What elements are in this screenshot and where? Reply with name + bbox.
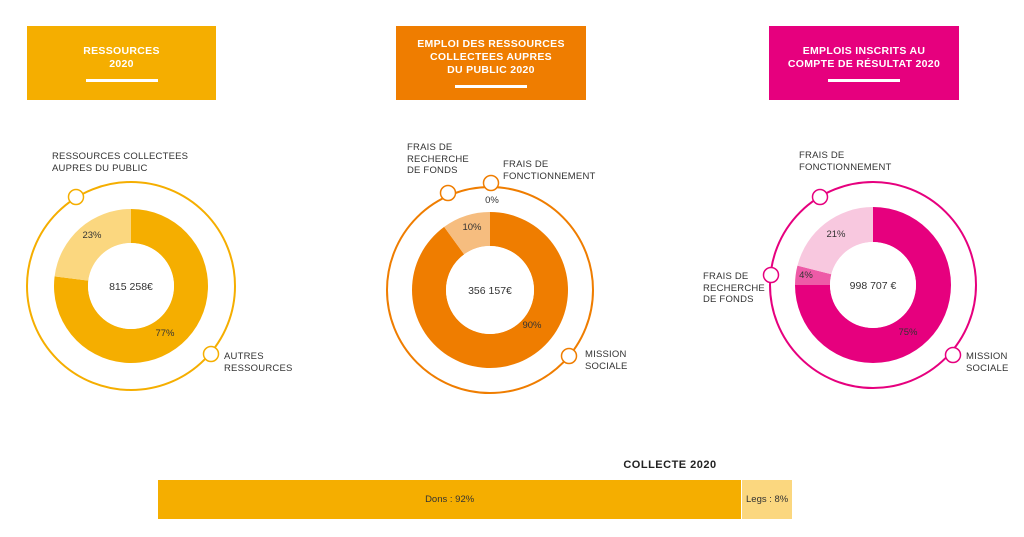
header-emploi-underline <box>455 85 527 88</box>
ring-marker-2-0 <box>811 188 829 206</box>
label-autres-ressources: AUTRES RESSOURCES <box>224 351 293 374</box>
label-frais-recherche-3: FRAIS DE RECHERCHE DE FONDS <box>703 271 765 305</box>
header-ressources-title: RESSOURCES 2020 <box>83 44 160 70</box>
label-frais-fonctionnement-2: FRAIS DE FONCTIONNEMENT <box>503 159 596 182</box>
ring-marker-2-1 <box>762 266 780 284</box>
slice-label-1-2: 0% <box>485 195 499 206</box>
label-mission-sociale-2: MISSION SOCIALE <box>585 349 628 372</box>
label-ressources-collectees: RESSOURCES COLLECTEES AUPRES DU PUBLIC <box>52 151 189 174</box>
label-mission-sociale-3: MISSION SOCIALE <box>966 351 1009 374</box>
ring-marker-0-0 <box>67 188 85 206</box>
donut-hole-2 <box>830 242 916 328</box>
donut-1: 356 157€ 90% 10% 0% <box>386 174 594 394</box>
ring-marker-0-1 <box>202 345 220 363</box>
header-ressources-underline <box>85 78 158 82</box>
slice-2-0 <box>795 207 951 363</box>
header-emploi-title: EMPLOI DES RESSOURCES COLLECTEES AUPRES … <box>417 38 565 76</box>
ring-marker-2-2 <box>944 346 962 364</box>
header-compte-underline <box>828 78 900 82</box>
donut-0: 815 258€ 77% 23% <box>26 181 236 391</box>
label-frais-fonctionnement-3: FRAIS DE FONCTIONNEMENT <box>799 150 892 173</box>
total-label-1: 356 157€ <box>468 285 512 297</box>
donut-2: 998 707 € 75% 4% 21% <box>762 181 977 389</box>
donut-hole-0 <box>88 243 174 329</box>
total-label-0: 815 258€ <box>109 281 153 293</box>
ring-marker-1-0 <box>439 184 457 202</box>
slice-label-1-0: 90% <box>522 320 542 331</box>
header-emploi: EMPLOI DES RESSOURCES COLLECTEES AUPRES … <box>396 26 586 100</box>
label-frais-recherche-2: FRAIS DE RECHERCHE DE FONDS <box>407 142 469 176</box>
slice-1-1 <box>444 212 490 255</box>
collecte-title: COLLECTE 2020 <box>623 459 717 471</box>
outer-ring-2 <box>769 181 977 389</box>
slice-1-0 <box>411 212 568 369</box>
header-compte-title: EMPLOIS INSCRITS AU COMPTE DE RÉSULTAT 2… <box>787 44 941 70</box>
total-label-2: 998 707 € <box>850 280 897 292</box>
slice-label-2-2: 21% <box>826 229 846 240</box>
slice-0-0 <box>54 209 208 363</box>
slice-label-0-1: 23% <box>82 230 102 241</box>
bar-label-dons: Dons : 92% <box>425 494 475 505</box>
ring-marker-1-2 <box>560 347 578 365</box>
bar-segment-dons: Dons : 92% <box>158 480 742 519</box>
slice-label-2-0: 75% <box>898 327 918 338</box>
bar-segment-legs: Legs : 8% <box>742 480 792 519</box>
slice-0-1 <box>54 209 132 281</box>
donut-hole-1 <box>446 246 534 334</box>
slice-2-2 <box>797 207 873 275</box>
bar-label-legs: Legs : 8% <box>746 494 789 505</box>
header-ressources: RESSOURCES 2020 <box>27 26 216 100</box>
slice-label-1-1: 10% <box>462 222 482 233</box>
slice-label-0-0: 77% <box>155 328 175 339</box>
header-compte: EMPLOIS INSCRITS AU COMPTE DE RÉSULTAT 2… <box>769 26 959 100</box>
slice-label-2-1: 4% <box>799 270 813 281</box>
slice-2-1 <box>795 265 832 285</box>
outer-ring-0 <box>26 181 236 391</box>
ring-marker-1-1 <box>482 174 500 192</box>
